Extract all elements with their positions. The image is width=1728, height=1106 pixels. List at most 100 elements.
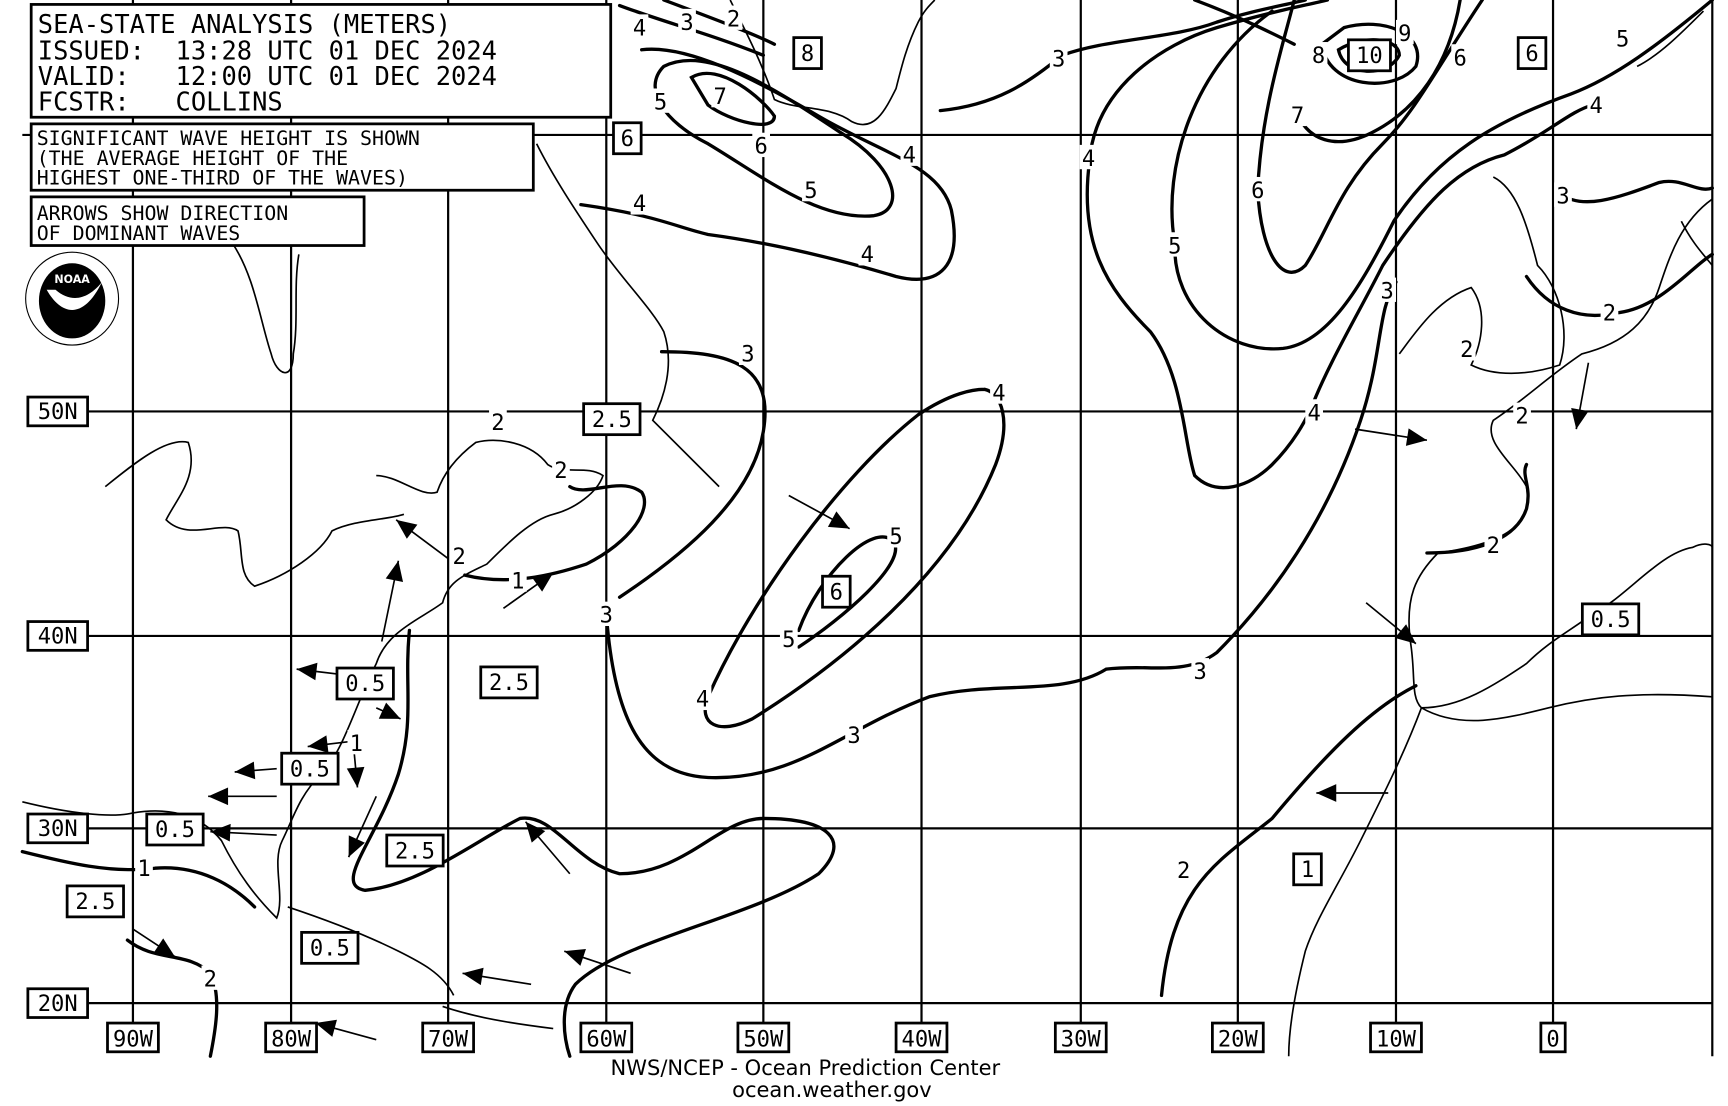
wave-arrow [1365, 602, 1417, 645]
wave-arrow [132, 928, 176, 958]
boxed-value: 8 [801, 41, 814, 67]
boxed-value: 1 [1301, 857, 1314, 883]
contour-label: 2 [727, 7, 740, 33]
contour-label: 6 [1251, 178, 1264, 204]
lon-label: 10W [1376, 1026, 1417, 1052]
latitude-labels: 50N 40N 30N 20N [26, 395, 89, 1019]
lon-label: 50W [743, 1026, 784, 1052]
boxed-value: 6 [621, 126, 634, 152]
contour-label: 2 [1487, 533, 1500, 559]
lon-label: 60W [586, 1026, 627, 1052]
contour-label: 5 [1168, 233, 1181, 259]
boxed-value: 2.5 [75, 889, 115, 915]
wave-arrow [395, 519, 449, 560]
lat-label: 40N [38, 624, 78, 650]
contour-label: 1 [137, 856, 150, 882]
coastline-africa [1287, 693, 1713, 1057]
boxed-value: 2.5 [395, 838, 435, 864]
chart-title: SEA-STATE ANALYSIS (METERS) [38, 9, 451, 39]
wave-arrow [296, 662, 344, 681]
contour-label: 2 [1177, 858, 1190, 884]
note-line: HIGHEST ONE-THIRD OF THE WAVES) [37, 167, 408, 190]
contour-label: 3 [1556, 184, 1569, 210]
contour-label: 3 [600, 603, 613, 629]
wave-arrow [347, 795, 378, 858]
lon-label: 0 [1546, 1026, 1559, 1052]
contour-label: 2 [1515, 404, 1528, 430]
contour-label: 4 [861, 242, 874, 268]
noaa-logo: NOAA [25, 251, 120, 346]
header-box: SEA-STATE ANALYSIS (METERS) ISSUED: 13:2… [29, 3, 613, 119]
contour-label: 2 [453, 544, 466, 570]
wave-arrow [502, 572, 554, 609]
contour-label: 3 [1052, 46, 1065, 72]
valid-time: VALID: 12:00 UTC 01 DEC 2024 [38, 61, 497, 91]
coastline-scandinavia [1636, 10, 1713, 266]
lat-label: 50N [38, 399, 78, 425]
wave-arrow [346, 752, 365, 788]
contour-label: 7 [714, 84, 727, 110]
boxed-value: 6 [830, 579, 843, 605]
wave-arrow [462, 967, 532, 986]
longitude-labels: 90W 80W 70W 60W 50W 40W 30W 20W 10W 0 [106, 1021, 1567, 1054]
note-line: OF DOMINANT WAVES [37, 222, 241, 245]
wave-arrow [524, 821, 571, 875]
note-line: ARROWS SHOW DIRECTION [37, 202, 288, 225]
wave-arrow [1316, 784, 1389, 802]
lat-label: 20N [38, 991, 78, 1017]
wave-arrow [1354, 428, 1428, 446]
contour-label: 9 [1398, 21, 1411, 47]
contour-label: 5 [889, 524, 902, 550]
wave-arrow [564, 949, 631, 975]
contour-label: 4 [903, 143, 916, 169]
boxed-value: 0.5 [310, 936, 350, 962]
contour-label: 7 [1291, 103, 1304, 129]
graticule [22, 0, 1714, 1057]
note-line: SIGNIFICANT WAVE HEIGHT IS SHOWN [37, 127, 420, 150]
wave-arrow [234, 761, 277, 780]
logo-text: NOAA [54, 273, 90, 286]
forecaster: FCSTR: COLLINS [38, 87, 283, 117]
contour-label: 3 [1380, 279, 1393, 305]
lon-label: 20W [1218, 1026, 1259, 1052]
boxed-value: 0.5 [155, 817, 195, 843]
contour-label: 5 [782, 627, 795, 653]
wave-arrow [380, 560, 404, 642]
contour-label: 8 [1312, 43, 1325, 69]
lon-label: 70W [428, 1026, 469, 1052]
contour-label: 2 [204, 967, 217, 993]
footer-agency: NWS/NCEP - Ocean Prediction Center [611, 1055, 1001, 1080]
boxed-value: 2.5 [592, 407, 632, 433]
contour-label: 4 [1082, 146, 1095, 172]
contour-label: 1 [350, 731, 363, 757]
boxed-value: 0.5 [345, 671, 385, 697]
contour-label: 5 [654, 89, 667, 115]
lon-label: 80W [271, 1026, 312, 1052]
contour-label: 2 [1603, 301, 1616, 327]
coastline-greenland [729, 0, 936, 126]
footer-url: ocean.weather.gov [732, 1077, 932, 1102]
wave-arrow [315, 1019, 377, 1041]
contour-label: 4 [1590, 93, 1603, 119]
wave-arrow [788, 494, 851, 530]
contour-label: 4 [633, 15, 646, 41]
contour-label: 3 [847, 723, 860, 749]
coastline-europe [1398, 176, 1714, 709]
wave-arrow [1571, 362, 1590, 430]
contour-label: 3 [680, 10, 693, 36]
lat-label: 30N [38, 816, 78, 842]
contour-label: 6 [1453, 45, 1466, 71]
contour-label: 1 [511, 568, 524, 594]
wave-arrow [210, 823, 277, 842]
boxed-value: 0.5 [1591, 607, 1631, 633]
contour-label: 2 [1460, 337, 1473, 363]
contour-label: 4 [1307, 400, 1320, 426]
boxed-value: 0.5 [290, 756, 330, 782]
wave-arrow [208, 787, 277, 806]
note-line: (THE AVERAGE HEIGHT OF THE [37, 147, 348, 170]
contour-label: 5 [1616, 26, 1629, 52]
contour-label: 5 [804, 178, 817, 204]
contour-label: 6 [754, 134, 767, 160]
contour-label: 4 [633, 191, 646, 217]
issued-time: ISSUED: 13:28 UTC 01 DEC 2024 [38, 36, 497, 66]
